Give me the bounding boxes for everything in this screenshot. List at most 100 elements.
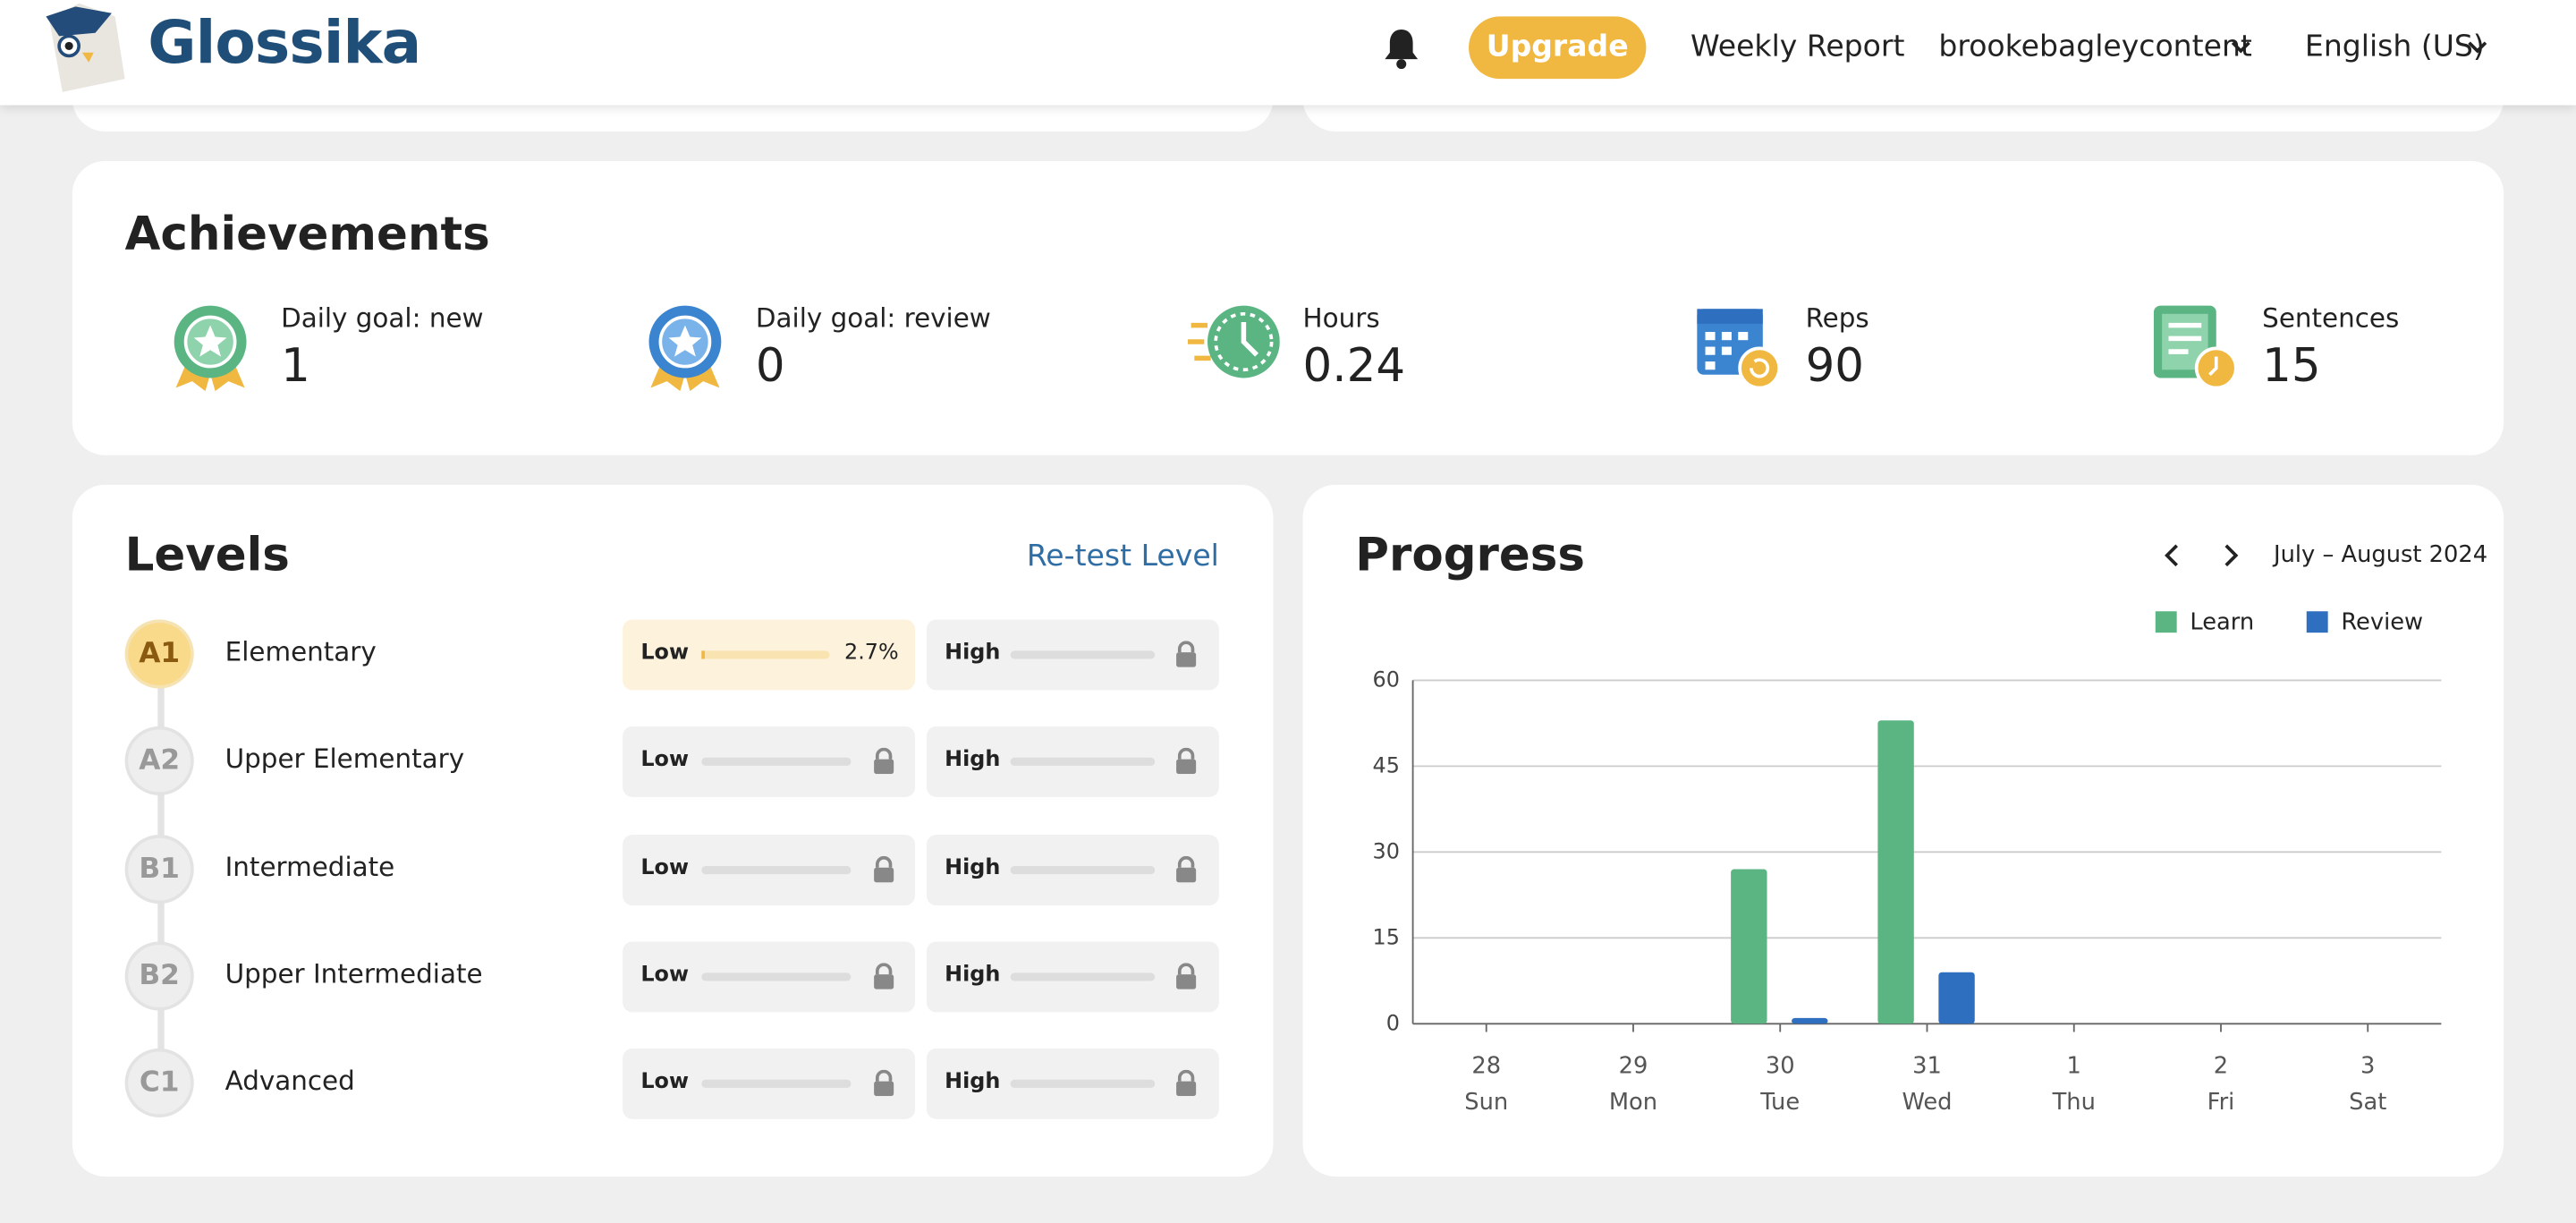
x-tick-label: 3 (2360, 1052, 2375, 1079)
level-name: Intermediate (225, 850, 395, 882)
y-tick-label: 30 (1373, 839, 1400, 864)
language-menu[interactable]: English (US) (2304, 30, 2485, 64)
achievement-icon (2153, 305, 2238, 390)
low-box: Low (623, 941, 916, 1013)
x-tick-weekday: Sun (1464, 1089, 1508, 1116)
level-badge: A2 (124, 726, 194, 796)
y-tick-label: 45 (1373, 753, 1400, 778)
achievement-label: Hours (1302, 302, 1380, 334)
section-title: Levels (124, 527, 290, 582)
high-label: High (945, 641, 1001, 666)
achievement-label: Daily goal: new (281, 302, 484, 334)
header: Glossika Upgrade Weekly Report brookebag… (0, 0, 2576, 106)
low-label: Low (640, 1070, 690, 1095)
high-box: High (926, 1049, 1219, 1120)
retest-link[interactable]: Re-test Level (1026, 539, 1219, 574)
progress-track (1010, 865, 1156, 874)
lock-icon (1176, 641, 1197, 667)
logo-owl (46, 3, 125, 92)
progress-fill (701, 650, 706, 659)
achievement-value: 1 (281, 338, 310, 393)
user-menu[interactable]: brookebagleycontent (1938, 30, 2252, 64)
high-label: High (945, 1070, 1001, 1095)
legend-swatch (2155, 611, 2177, 633)
y-tick-label: 60 (1373, 667, 1400, 692)
period-nav[interactable] (2160, 542, 2242, 568)
x-tick-weekday: Thu (2052, 1089, 2096, 1116)
levels-card: Levels Re-test Level A1 Elementary Low 2.7%… (72, 484, 1274, 1177)
y-tick-label: 0 (1386, 1011, 1400, 1036)
high-box: High (926, 619, 1219, 691)
level-name: Advanced (225, 1065, 355, 1097)
bell-icon[interactable] (1382, 26, 1421, 70)
achievement-label: Daily goal: review (755, 302, 991, 334)
section-title: Progress (1355, 527, 1585, 582)
high-label: High (945, 855, 1001, 880)
achievement-value: 0 (755, 338, 785, 393)
level-badge: B2 (124, 941, 194, 1011)
achievements-card: Achievements Daily goal: new 1 Daily goal:… (72, 160, 2504, 455)
legend-label: Learn (2190, 608, 2254, 635)
level-name: Upper Intermediate (225, 957, 483, 989)
bar (1877, 720, 1914, 1024)
achievement-value: 90 (1805, 338, 1865, 393)
level-name: Elementary (225, 635, 377, 667)
achievement-label: Reps (1805, 302, 1869, 334)
level-name: Upper Elementary (225, 743, 465, 775)
progress-track (1010, 758, 1156, 767)
lock-icon (874, 748, 894, 775)
lock-icon (874, 855, 894, 882)
progress-track (701, 972, 852, 981)
high-label: High (945, 963, 1001, 988)
high-box: High (926, 941, 1219, 1013)
x-tick-weekday: Wed (1902, 1089, 1952, 1116)
lock-icon (874, 963, 894, 989)
x-tick-weekday: Fri (2207, 1089, 2235, 1116)
chevron (2231, 41, 2250, 54)
progress-track (1010, 1080, 1156, 1089)
bar (1731, 869, 1767, 1024)
level-badge: C1 (124, 1049, 194, 1118)
achievement-icon (1697, 309, 1782, 390)
bar (1938, 972, 1975, 1024)
lock-icon (1176, 963, 1197, 989)
x-tick-weekday: Mon (1609, 1089, 1657, 1116)
low-label: Low (640, 748, 690, 773)
legend-swatch (2306, 611, 2328, 633)
period-label: July – August 2024 (2274, 542, 2488, 569)
chevron (2468, 41, 2487, 54)
high-box: High (926, 726, 1219, 798)
high-box: High (926, 834, 1219, 905)
level-badge: A1 (124, 619, 194, 689)
x-tick-label: 1 (2067, 1052, 2081, 1079)
progress-track (701, 1080, 852, 1089)
progress-track (701, 758, 852, 767)
achievement-value: 15 (2262, 338, 2321, 393)
achievement-icon (174, 305, 247, 392)
progress-track (1010, 972, 1156, 981)
lock-icon (1176, 748, 1197, 775)
upgrade-button[interactable]: Upgrade (1469, 16, 1647, 80)
x-tick-label: 31 (1912, 1052, 1942, 1079)
achievement-icon (1187, 305, 1280, 378)
low-label: Low (640, 963, 690, 988)
weekly-report-link[interactable]: Weekly Report (1690, 30, 1905, 64)
x-tick-weekday: Tue (1759, 1089, 1800, 1116)
progress-track (1010, 650, 1156, 659)
progress-track (701, 650, 830, 659)
x-tick-label: 28 (1471, 1052, 1501, 1079)
x-tick-label: 29 (1619, 1052, 1648, 1079)
progress-track (701, 865, 852, 874)
low-label: Low (640, 855, 690, 880)
lock-icon (1176, 855, 1197, 882)
bar (1792, 1017, 1828, 1024)
legend-label: Review (2341, 608, 2423, 635)
level-badge: B1 (124, 834, 194, 904)
achievement-value: 0.24 (1302, 338, 1406, 393)
low-box: Low (623, 834, 916, 905)
progress-percent: 2.7% (844, 641, 899, 666)
lock-icon (874, 1070, 894, 1097)
x-tick-label: 2 (2214, 1052, 2228, 1079)
